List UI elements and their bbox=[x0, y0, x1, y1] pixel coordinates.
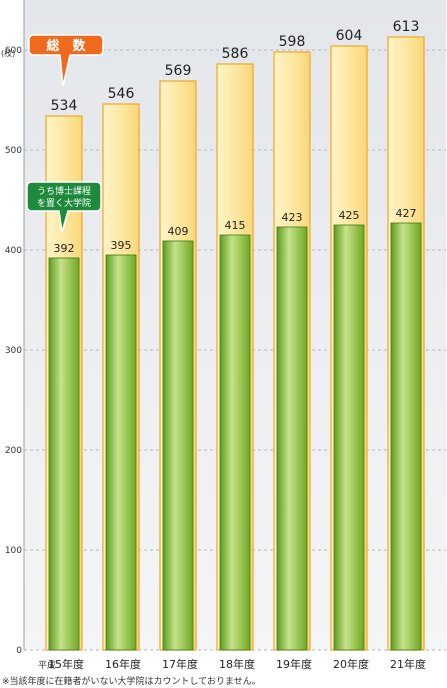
doctoral-value-label: 423 bbox=[282, 211, 303, 224]
total-value-label: 569 bbox=[165, 63, 192, 79]
callout-doctoral-text-line2: を置く大学院 bbox=[37, 197, 91, 209]
x-tick-label: 16年度 bbox=[105, 657, 141, 671]
doctoral-value-label: 409 bbox=[168, 225, 189, 238]
x-tick-label: 19年度 bbox=[276, 657, 312, 671]
doctoral-value-label: 425 bbox=[339, 209, 360, 222]
bar-doctoral bbox=[162, 240, 194, 651]
legend-callout-total: 総 数 bbox=[28, 34, 104, 87]
total-value-labels: 534 546 569 586 598 604 613 bbox=[51, 19, 420, 114]
doctoral-bars bbox=[48, 222, 422, 651]
doctoral-value-label: 395 bbox=[111, 239, 132, 252]
bar-doctoral bbox=[219, 234, 251, 651]
callout-doctoral-text-line1: うち博士課程 bbox=[37, 185, 91, 197]
y-tick-label: 0 bbox=[16, 646, 22, 656]
total-value-label: 546 bbox=[108, 86, 135, 102]
bar-doctoral bbox=[333, 224, 365, 651]
callout-total-text: 総 数 bbox=[46, 38, 86, 54]
callout-doctoral-bubble bbox=[26, 181, 102, 233]
y-axis-unit: (校) bbox=[1, 48, 15, 58]
bar-doctoral bbox=[105, 254, 137, 651]
doctoral-value-label: 415 bbox=[225, 219, 246, 232]
bar-doctoral bbox=[48, 257, 80, 651]
callout-total-bubble bbox=[28, 34, 104, 87]
x-tick-label: 20年度 bbox=[333, 657, 369, 671]
total-value-label: 534 bbox=[51, 98, 78, 114]
x-tick-label: 17年度 bbox=[162, 657, 198, 671]
footnote: ※当該年度に在籍者がいない大学院はカウントしておりません。 bbox=[2, 675, 261, 687]
x-tick-label: 15年度 bbox=[48, 657, 84, 671]
doctoral-value-labels: 392 395 409 415 423 425 427 bbox=[54, 207, 417, 255]
bar-doctoral bbox=[276, 226, 308, 651]
legend-callout-doctoral: うち博士課程 を置く大学院 bbox=[26, 181, 102, 233]
x-axis-prefix: 平成 bbox=[38, 659, 56, 671]
total-value-label: 604 bbox=[336, 28, 363, 44]
y-tick-label: 300 bbox=[5, 346, 22, 356]
y-tick-labels: 0 100 200 300 400 500 600 bbox=[5, 46, 22, 656]
total-value-label: 598 bbox=[279, 34, 306, 50]
y-tick-label: 600 bbox=[5, 46, 22, 56]
x-tick-label: 21年度 bbox=[390, 657, 426, 671]
y-tick-label: 500 bbox=[5, 146, 22, 156]
bar-doctoral bbox=[390, 222, 422, 651]
doctoral-value-label: 427 bbox=[396, 207, 417, 220]
x-tick-label: 18年度 bbox=[219, 657, 255, 671]
total-value-label: 613 bbox=[393, 19, 420, 35]
total-value-label: 586 bbox=[222, 46, 249, 62]
y-tick-label: 100 bbox=[5, 546, 22, 556]
y-tick-label: 400 bbox=[5, 246, 22, 256]
y-tick-label: 200 bbox=[5, 446, 22, 456]
doctoral-value-label: 392 bbox=[54, 242, 75, 255]
x-tick-labels: 15年度 16年度 17年度 18年度 19年度 20年度 21年度 bbox=[48, 657, 426, 671]
